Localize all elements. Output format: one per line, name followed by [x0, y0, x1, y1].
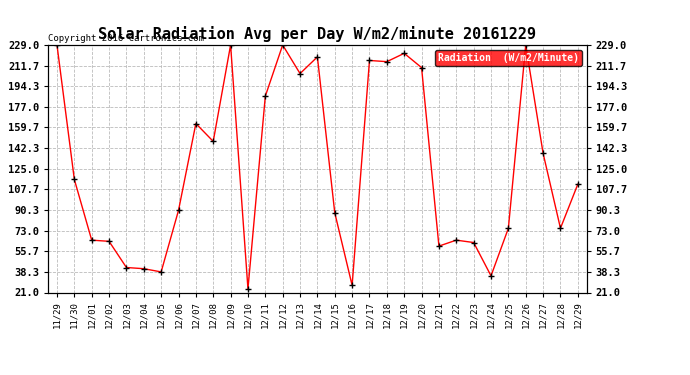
Legend: Radiation  (W/m2/Minute): Radiation (W/m2/Minute) [435, 50, 582, 66]
Title: Solar Radiation Avg per Day W/m2/minute 20161229: Solar Radiation Avg per Day W/m2/minute … [99, 27, 536, 42]
Text: Copyright 2016 Cartronics.com: Copyright 2016 Cartronics.com [48, 33, 204, 42]
